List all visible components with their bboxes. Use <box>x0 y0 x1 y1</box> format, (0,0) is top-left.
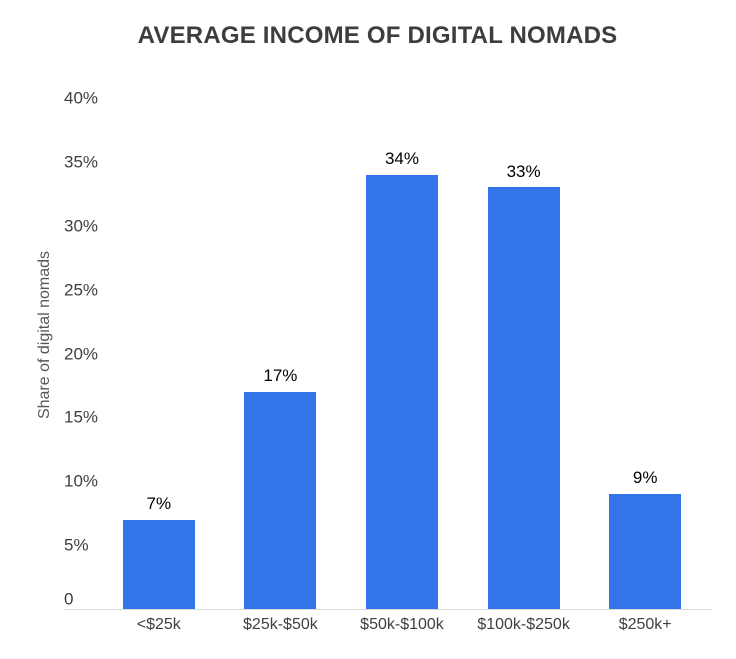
y-axis-title: Share of digital nomads <box>36 250 53 420</box>
y-tick-label: 40% <box>64 88 99 108</box>
y-tick-label: 0 <box>64 589 74 609</box>
y-tick-label: 35% <box>64 152 99 172</box>
bar-slot: 33% <box>463 98 585 609</box>
x-axis-labels: <$25k $25k-$50k $50k-$100k $100k-$250k $250k… <box>98 617 706 633</box>
bar-value-label: 33% <box>506 161 541 181</box>
y-tick-label: 5% <box>64 535 89 555</box>
bar-value-label: 17% <box>263 366 298 386</box>
bar <box>122 519 195 609</box>
x-axis-label: $100k-$250k <box>477 616 570 633</box>
bar-value-label: 34% <box>384 148 419 168</box>
plot-area: 7% 17% 34% 33% 9% <box>98 98 706 609</box>
y-tick-label: 15% <box>64 407 99 427</box>
bar-value-label: 9% <box>632 468 658 488</box>
x-axis-label: $250k+ <box>618 616 672 633</box>
y-tick-label: 25% <box>64 280 99 300</box>
bar <box>609 494 682 609</box>
y-tick-label: 20% <box>64 344 99 363</box>
y-tick-label: 10% <box>64 471 99 491</box>
y-tick-label: 30% <box>64 216 99 236</box>
x-axis-label: <$25k <box>136 616 181 633</box>
bar <box>487 187 560 609</box>
bar-value-label: 7% <box>146 493 172 513</box>
x-axis-baseline <box>64 609 712 610</box>
bar <box>244 391 317 609</box>
chart-title: AVERAGE INCOME OF DIGITAL NOMADS <box>137 22 618 49</box>
bar-slot: 17% <box>220 98 342 609</box>
bar-slot: 7% <box>98 98 220 609</box>
bar <box>365 174 438 609</box>
x-axis-label: $50k-$100k <box>360 616 444 633</box>
x-axis-label: $25k-$50k <box>243 616 318 633</box>
bar-slot: 34% <box>341 98 463 609</box>
bar-slot: 9% <box>584 98 706 609</box>
